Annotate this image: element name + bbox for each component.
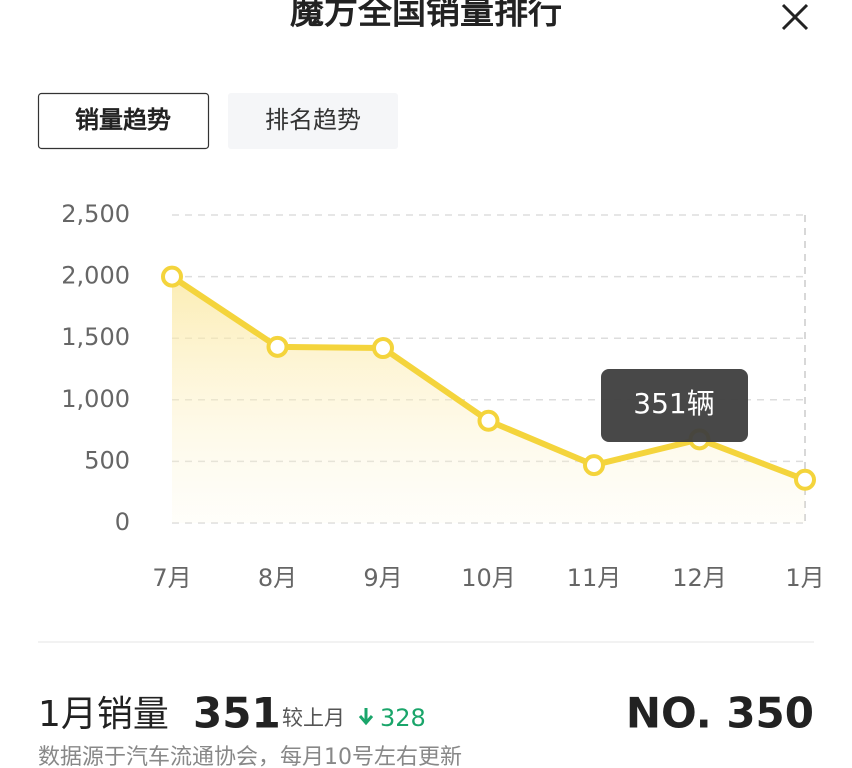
y-tick-label: 2,500 (61, 200, 130, 228)
tab-label: 排名趋势 (265, 106, 361, 134)
close-icon (781, 3, 809, 31)
tooltip (601, 369, 748, 442)
tab[interactable] (228, 93, 398, 149)
point (477, 409, 500, 432)
x-tick-label: 7月 (152, 564, 191, 592)
y-tick-label: 1,000 (61, 385, 130, 413)
summary-value: 351 (193, 689, 281, 738)
change-value: 328 (380, 704, 426, 732)
source-note: 数据源于汽车流通协会，每月10号左右更新 (38, 745, 462, 768)
close-button[interactable] (781, 3, 809, 31)
x-tick-label: 10月 (461, 564, 516, 592)
x-tick-label: 8月 (258, 564, 297, 592)
point (161, 265, 183, 288)
x-tick-label: 9月 (363, 564, 402, 592)
point (794, 468, 816, 491)
point (583, 454, 605, 477)
x-tick-label: 11月 (567, 564, 622, 592)
area (172, 276, 805, 523)
point (266, 335, 289, 358)
tooltip-text: 351辆 (633, 387, 714, 420)
x-tick-label: 12月 (672, 564, 727, 592)
x-tick-label: 1月 (785, 564, 824, 592)
tab-label: 销量趋势 (75, 106, 171, 134)
rank: NO. 350 (626, 689, 814, 738)
chart: 0 500 1,000 1,500 2,000 2,500 7月 8月 9月 10月 11月 12月 1… (61, 200, 824, 592)
y-tick-label: 1,500 (61, 323, 130, 351)
y-tick-label: 0 (115, 508, 130, 536)
compare-label: 较上月 (282, 706, 345, 730)
y-tick-label: 500 (84, 446, 130, 474)
summary-label: 1月销量 (38, 694, 169, 735)
page-title: 魔方全国销量排行 (290, 0, 562, 33)
y-tick-label: 2,000 (61, 262, 130, 290)
point (372, 337, 394, 360)
down-arrow (358, 708, 374, 726)
tab-active[interactable] (37, 92, 210, 150)
